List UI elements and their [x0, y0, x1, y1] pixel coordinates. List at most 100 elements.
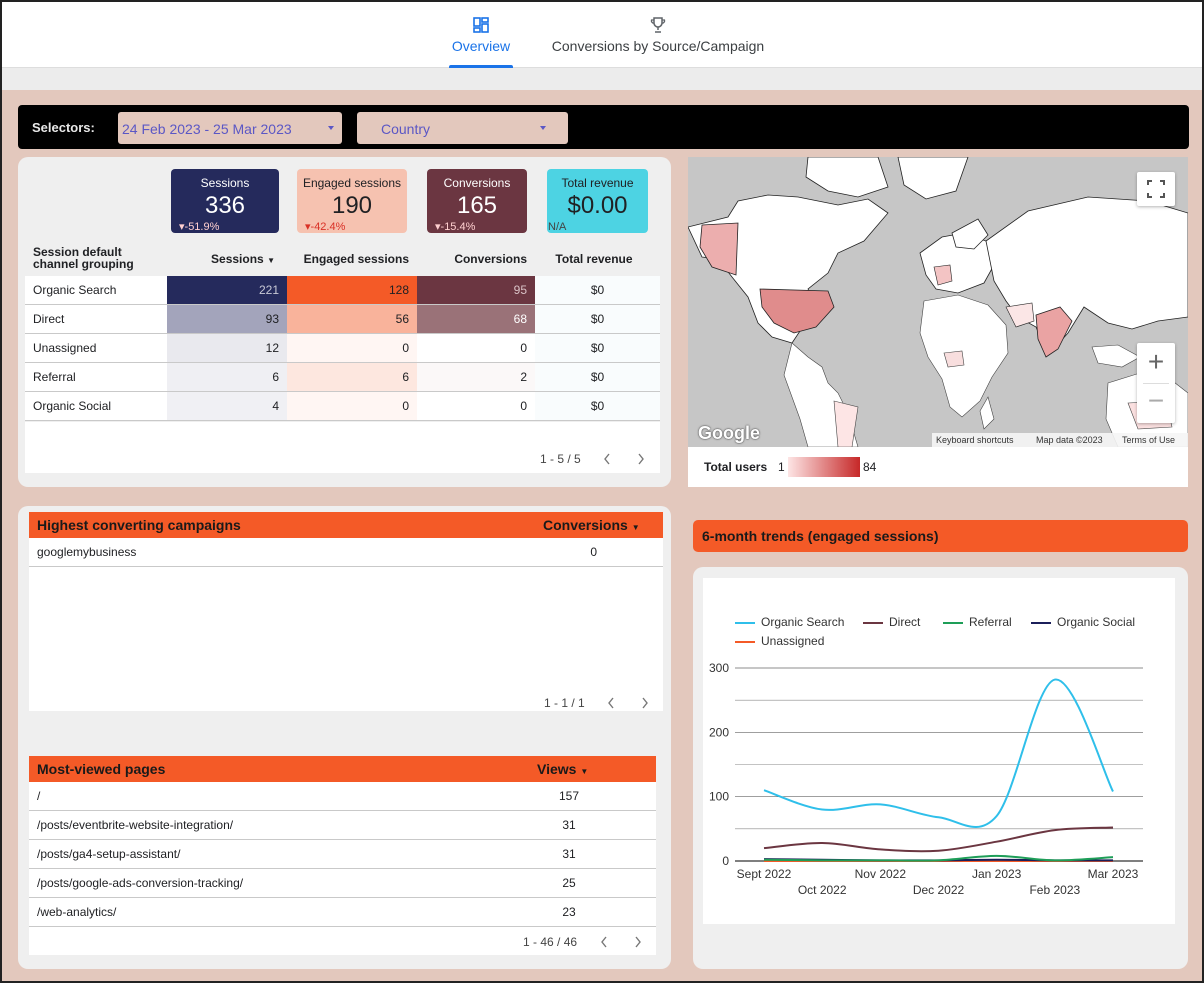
conversions-cell: 0: [417, 334, 535, 362]
keyboard-shortcuts-link[interactable]: Keyboard shortcuts: [936, 435, 1014, 445]
pages-title[interactable]: Most-viewed pages: [37, 761, 166, 777]
kpi-conversions[interactable]: Conversions 165 ▾-15.4%: [427, 169, 527, 233]
table-row[interactable]: /web-analytics/23: [29, 898, 656, 927]
legend-swatch: [943, 621, 963, 624]
sessions-cell: 4: [167, 392, 287, 420]
fullscreen-icon: [1147, 180, 1165, 198]
revenue-cell: $0: [535, 276, 660, 304]
table-row[interactable]: Direct 93 56 68 $0: [25, 305, 660, 334]
channel-cell: Organic Search: [33, 283, 117, 297]
page-tabs: Overview Conversions by Source/Campaign: [2, 2, 1202, 68]
map-data-label: Map data ©2023: [1036, 435, 1103, 445]
legend-item[interactable]: Direct: [863, 615, 920, 629]
legend-item[interactable]: Referral: [943, 615, 1012, 629]
date-range-value: 24 Feb 2023 - 25 Mar 2023: [122, 121, 292, 137]
fullscreen-button[interactable]: [1137, 172, 1175, 206]
trends-line-chart[interactable]: 0 100 200 300 Sept 2022 Oct 2022 Nov 2022 Dec 2…: [703, 578, 1175, 924]
active-tab-indicator: [449, 65, 513, 68]
table-row[interactable]: Organic Search 221 128 95 $0: [25, 276, 660, 305]
kpi-delta: N/A: [548, 221, 567, 233]
revenue-cell: $0: [535, 392, 660, 420]
page-views: 23: [562, 905, 576, 919]
channel-cell: Unassigned: [33, 341, 97, 355]
legend-item[interactable]: Organic Social: [1031, 615, 1135, 629]
tab-overview[interactable]: Overview: [449, 12, 513, 68]
legend-item[interactable]: Organic Search: [735, 615, 844, 629]
page-views: 31: [562, 847, 576, 861]
trends-card: Organic Search Direct Referral Organic Soci…: [693, 567, 1188, 969]
header-channel[interactable]: Session default channel grouping: [33, 245, 134, 271]
world-map[interactable]: [688, 157, 1188, 447]
legend-label: Unassigned: [761, 634, 825, 648]
campaigns-title[interactable]: Highest converting campaigns: [37, 517, 241, 533]
kpi-title: Sessions: [200, 176, 250, 190]
zoom-in-button[interactable]: +: [1137, 343, 1175, 383]
chevron-left-icon[interactable]: [602, 450, 612, 468]
pages-metric-header[interactable]: Views ▼: [537, 761, 589, 777]
page-path: /posts/eventbrite-website-integration/: [37, 818, 234, 832]
zoom-divider: [1143, 383, 1169, 384]
series-line-organic-search[interactable]: [763, 678, 1114, 828]
selectors-label: Selectors:: [32, 120, 95, 135]
trends-title: 6-month trends (engaged sessions): [702, 528, 939, 544]
kpi-engaged-sessions[interactable]: Engaged sessions 190 ▾-42.4%: [297, 169, 407, 233]
terms-link[interactable]: Terms of Use: [1122, 435, 1176, 445]
map-legend-max: 84: [863, 460, 877, 474]
page-path: /: [37, 789, 41, 803]
pager-range: 1 - 46 / 46: [523, 935, 578, 949]
chevron-left-icon[interactable]: [606, 694, 616, 712]
legend-item[interactable]: Unassigned: [735, 634, 824, 648]
table-row[interactable]: googlemybusiness 0: [29, 538, 663, 567]
minus-icon: −: [1147, 385, 1165, 416]
header-revenue[interactable]: Total revenue: [555, 252, 633, 266]
legend-label: Referral: [969, 615, 1012, 629]
table-row[interactable]: Organic Social 4 0 0 $0: [25, 392, 660, 421]
brazil-region: [833, 400, 859, 447]
map-attribution: Keyboard shortcuts Map data ©2023 Terms …: [932, 433, 1188, 447]
chevron-down-icon: [328, 126, 334, 130]
table-row[interactable]: /posts/google-ads-conversion-tracking/25: [29, 869, 656, 898]
kpi-total-revenue[interactable]: Total revenue $0.00 N/A: [547, 169, 648, 233]
country-select[interactable]: Country: [357, 112, 568, 144]
campaigns-pager: 1 - 1 / 1: [544, 696, 662, 710]
kpi-sessions[interactable]: Sessions 336 ▾-51.9%: [171, 169, 279, 233]
zoom-out-button[interactable]: −: [1137, 383, 1175, 423]
page-views: 25: [562, 876, 576, 890]
kpi-value: 336: [204, 192, 246, 219]
country-value: Country: [381, 121, 431, 137]
channel-pager: 1 - 5 / 5: [540, 452, 658, 466]
pager-range: 1 - 5 / 5: [540, 452, 581, 466]
campaigns-metric-header[interactable]: Conversions ▼: [543, 517, 640, 533]
table-row[interactable]: /posts/eventbrite-website-integration/31: [29, 811, 656, 840]
date-range-select[interactable]: 24 Feb 2023 - 25 Mar 2023: [118, 112, 342, 144]
series-line-direct[interactable]: [763, 826, 1114, 853]
x-tick-label: Dec 2022: [913, 883, 965, 897]
alaska-region: [699, 222, 739, 276]
page-path: /posts/google-ads-conversion-tracking/: [37, 876, 244, 890]
kpi-delta: ▾-42.4%: [305, 221, 346, 233]
revenue-cell: $0: [535, 363, 660, 391]
header-engaged[interactable]: Engaged sessions: [303, 252, 409, 266]
table-row[interactable]: Referral 6 6 2 $0: [25, 363, 660, 392]
tab-conversions[interactable]: Conversions by Source/Campaign: [545, 12, 771, 68]
table-row[interactable]: /posts/ga4-setup-assistant/31: [29, 840, 656, 869]
sessions-cell: 6: [167, 363, 287, 391]
chevron-right-icon[interactable]: [633, 933, 643, 951]
header-sessions[interactable]: Sessions ▼: [211, 252, 275, 266]
greenland: [897, 157, 969, 200]
chevron-right-icon[interactable]: [640, 694, 650, 712]
revenue-cell: $0: [535, 305, 660, 333]
southeast-asia-islands: [1091, 344, 1141, 368]
campaign-value: 0: [590, 545, 597, 559]
tab-conversions-label: Conversions by Source/Campaign: [551, 38, 765, 54]
chevron-right-icon[interactable]: [636, 450, 646, 468]
channel-cell: Direct: [33, 312, 65, 326]
india: [1035, 306, 1073, 358]
channel-card: Sessions 336 ▾-51.9% Engaged sessions 19…: [18, 157, 671, 487]
header-conversions[interactable]: Conversions: [454, 252, 527, 266]
legend-swatch: [1031, 621, 1051, 624]
series-line-referral[interactable]: [763, 854, 1114, 862]
table-row[interactable]: Unassigned 12 0 0 $0: [25, 334, 660, 363]
chevron-left-icon[interactable]: [599, 933, 609, 951]
table-row[interactable]: / 157: [29, 782, 656, 811]
